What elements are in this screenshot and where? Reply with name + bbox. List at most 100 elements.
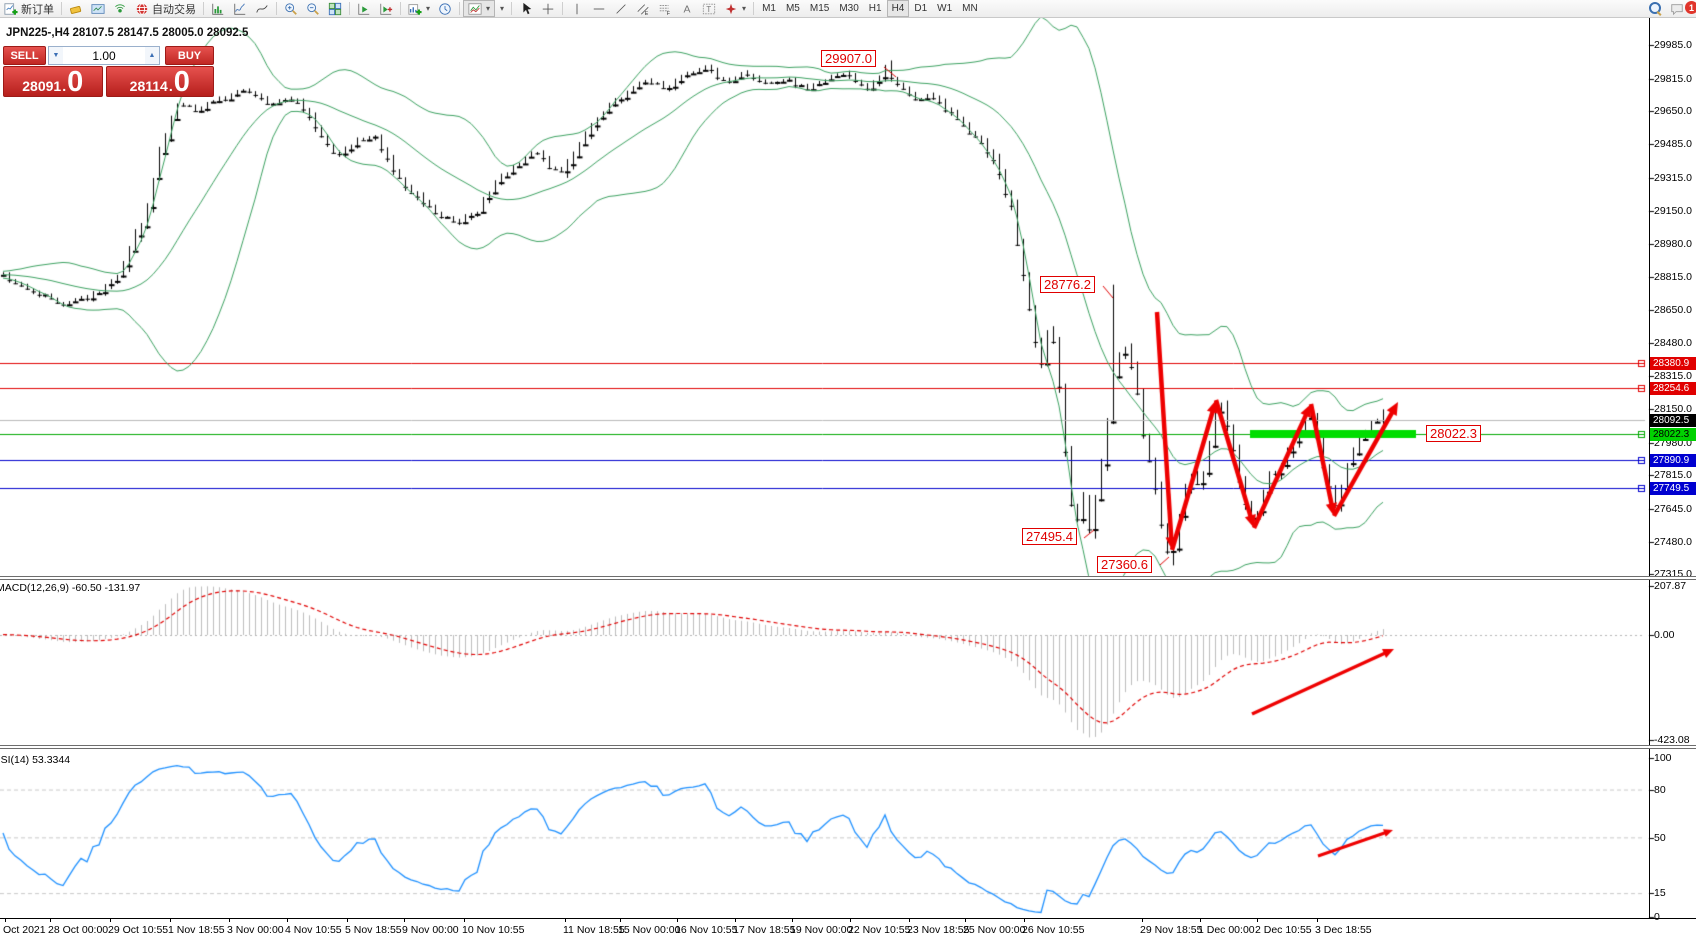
sell-price-display[interactable]: 28091 . 0 [3, 66, 103, 97]
notifications-button[interactable]: 1 [1666, 1, 1696, 16]
fibonacci-tool[interactable]: F [654, 1, 676, 16]
indicator-line-button[interactable] [229, 1, 251, 16]
objects-curve-button[interactable] [251, 1, 273, 16]
crosshair-icon [542, 3, 554, 14]
curve-icon [256, 4, 268, 13]
time-tick-mark [347, 918, 348, 922]
text-icon: A [684, 3, 691, 15]
search-icon [1649, 2, 1662, 16]
time-tick-label: 16 Nov 10:55 [675, 924, 738, 936]
price-annotation-label[interactable]: 29907.0 [821, 50, 876, 67]
timeframe-h4[interactable]: H4 [886, 0, 910, 17]
buy-price-display[interactable]: 28114 . 0 [105, 66, 214, 98]
timeframe-m15[interactable]: M15 [809, 3, 830, 14]
fibonacci-icon: F [659, 4, 670, 16]
volume-input[interactable]: 1.00 [92, 48, 116, 63]
new-chart-button[interactable]: ▾ [404, 1, 434, 16]
zoom-in-button[interactable] [280, 1, 302, 16]
time-tick-label: 19 Nov 00:00 [790, 924, 853, 936]
step-forward-button[interactable] [375, 1, 397, 16]
time-tick-mark [677, 918, 678, 922]
label-tool[interactable]: T [698, 1, 720, 16]
price-tick: 27815.0 [1654, 469, 1692, 482]
separator-macd-rsi[interactable] [0, 745, 1696, 749]
search-button[interactable] [1645, 1, 1666, 16]
time-tick-mark [50, 918, 51, 922]
zoom-out-button[interactable] [302, 1, 324, 16]
buy-price-pips: 0 [173, 66, 190, 98]
horizontal-line-tool[interactable] [588, 1, 610, 16]
time-tick-mark [735, 918, 736, 922]
time-tick-label: 28 Oct 00:00 [48, 924, 109, 936]
arrows-tool[interactable]: ▾ [720, 1, 750, 16]
volume-increase-button[interactable]: ▲ [145, 47, 159, 64]
time-tick-label: 3 Nov 00:00 [227, 924, 284, 936]
svg-text:F: F [667, 11, 670, 16]
price-annotation-label[interactable]: 28022.3 [1426, 425, 1481, 442]
price-badge: 28254.6 [1650, 381, 1696, 395]
price-annotation-label[interactable]: 28776.2 [1040, 276, 1095, 293]
time-tick-mark [464, 918, 465, 922]
play-chart-icon [358, 3, 370, 15]
chart-window-button[interactable] [87, 1, 109, 16]
timeframe-h1[interactable]: H1 [868, 3, 882, 14]
timeframe-m1[interactable]: M1 [762, 3, 776, 14]
price-annotation-label[interactable]: 27495.4 [1022, 528, 1077, 545]
rsi-tick: 100 [1654, 752, 1672, 764]
trendline-tool[interactable] [610, 1, 632, 16]
price-tick: 28980.0 [1654, 238, 1692, 251]
time-tick-label: 5 Nov 18:55 [345, 924, 402, 936]
new-order-button[interactable]: 新订单 [0, 1, 58, 16]
svg-text:E: E [645, 11, 649, 16]
strategy-test-button[interactable] [353, 1, 375, 16]
tile-windows-button[interactable] [324, 1, 346, 16]
period-clock-button[interactable] [434, 1, 456, 16]
highlight-button[interactable] [65, 1, 87, 16]
new-chart-icon [408, 3, 422, 15]
separator-main-macd[interactable] [0, 576, 1696, 580]
templates-button[interactable]: ▾ [495, 1, 508, 16]
indicator-histogram-button[interactable] [207, 1, 229, 16]
rsi-tick: 15 [1654, 887, 1666, 899]
autotrade-button[interactable]: 自动交易 [131, 1, 200, 16]
timeframe-mn[interactable]: MN [962, 3, 978, 14]
timeframe-m5[interactable]: M5 [785, 3, 800, 14]
time-tick-mark [404, 918, 405, 922]
vertical-line-icon [576, 3, 578, 14]
time-tick-label: 29 Oct 10:55 [108, 924, 169, 936]
svg-text:T: T [706, 5, 711, 14]
chart-type-button[interactable]: ▾ [463, 0, 496, 17]
buy-button[interactable]: BUY [165, 46, 214, 65]
price-badge: 28092.5 [1650, 413, 1696, 427]
tile-windows-icon [328, 2, 342, 15]
time-tick-label: 26 Nov 10:55 [1022, 924, 1085, 936]
timeframe-w1[interactable]: W1 [937, 3, 953, 14]
time-tick-mark [1257, 918, 1258, 922]
sell-price-dot: . [62, 78, 67, 94]
channel-tool[interactable]: E [632, 1, 654, 16]
price-tick: 27645.0 [1654, 502, 1692, 515]
signal-button[interactable] [109, 1, 131, 16]
sell-button[interactable]: SELL [3, 46, 46, 65]
price-tick: 28480.0 [1654, 337, 1692, 350]
cursor-tool[interactable] [515, 1, 537, 16]
price-annotation-label[interactable]: 27360.6 [1097, 556, 1152, 573]
new-chart-caret: ▾ [426, 4, 431, 13]
time-tick-mark [1142, 918, 1143, 922]
price-tick: 29150.0 [1654, 204, 1692, 217]
time-tick-mark [110, 918, 111, 922]
volume-decrease-button[interactable]: ▼ [49, 47, 63, 64]
vertical-line-tool[interactable] [566, 1, 588, 16]
text-tool[interactable]: A [676, 1, 698, 16]
cursor-icon [523, 2, 532, 14]
timeframe-m30[interactable]: M30 [839, 3, 859, 14]
crosshair-tool[interactable] [537, 1, 559, 16]
time-tick-label: 1 Dec 00:00 [1198, 924, 1255, 936]
time-tick-mark [1200, 918, 1201, 922]
price-tick: 27480.0 [1654, 535, 1692, 548]
price-tick: 29815.0 [1654, 72, 1692, 85]
timeframe-d1[interactable]: D1 [914, 3, 928, 14]
time-tick-label: 22 Nov 10:55 [848, 924, 911, 936]
time-tick-label: 23 Nov 18:55 [907, 924, 970, 936]
